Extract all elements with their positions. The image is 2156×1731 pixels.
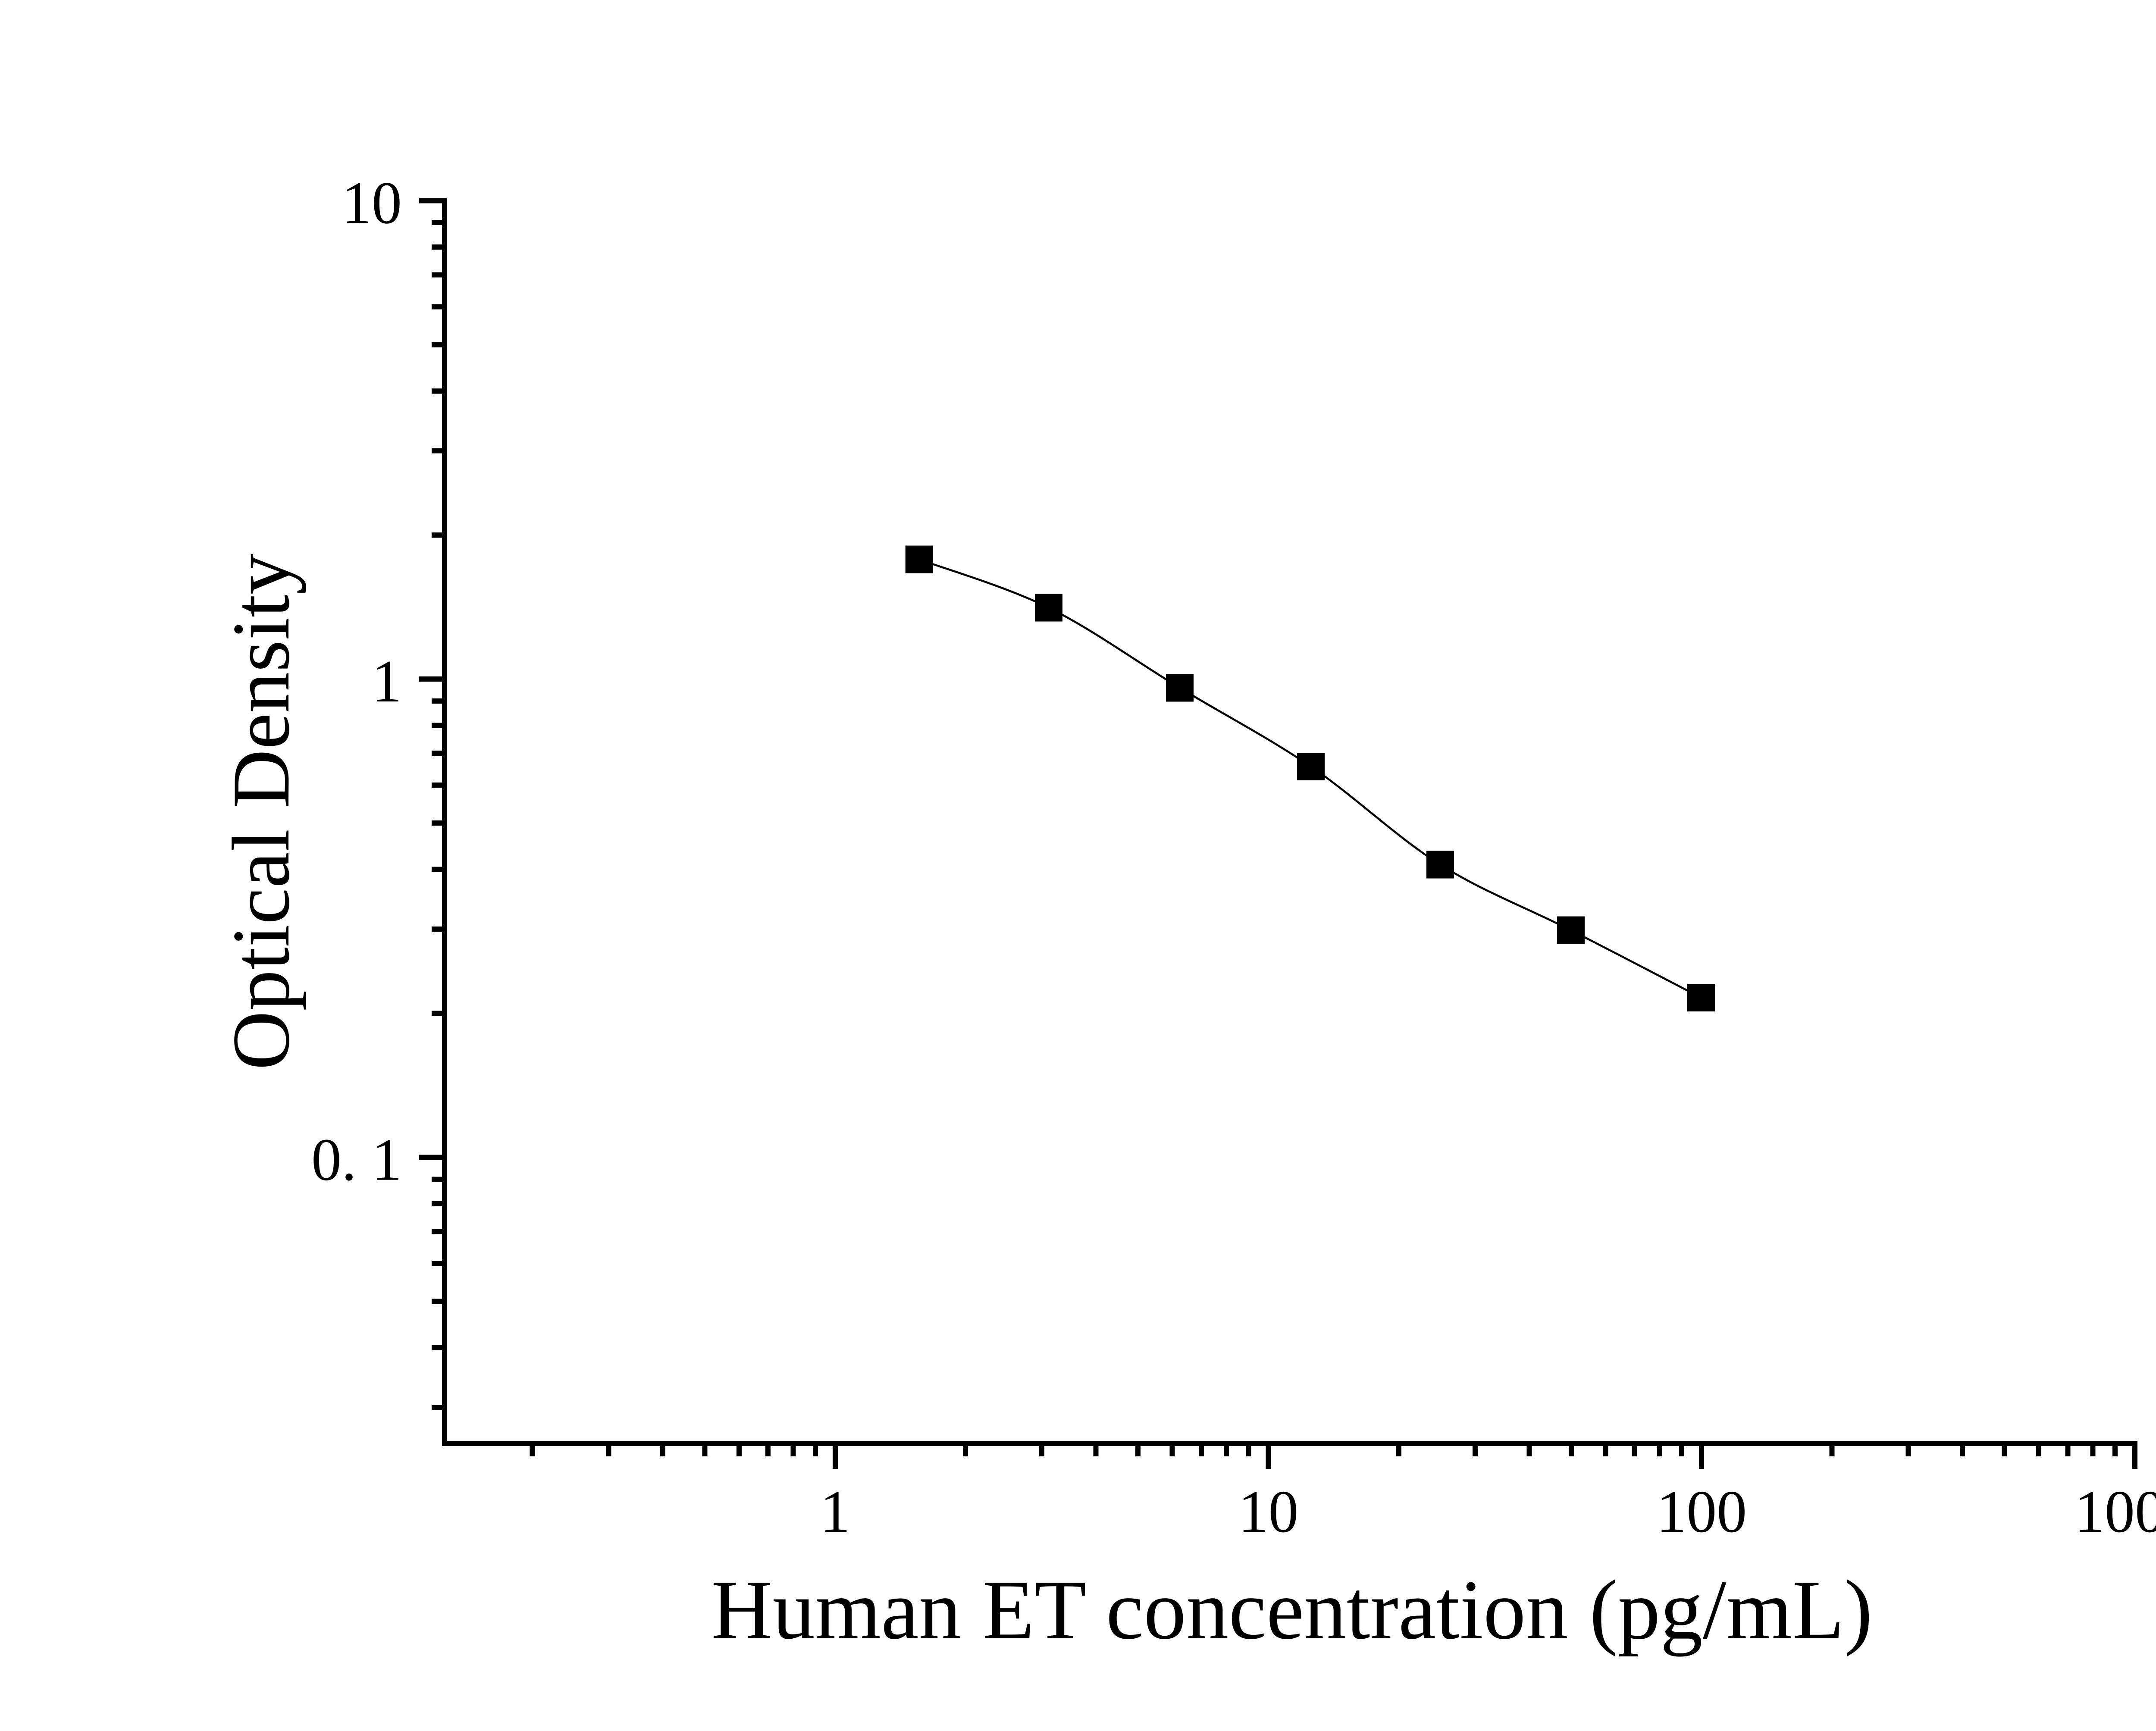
svg-text:10: 10 [1238,1478,1299,1545]
svg-text:1: 1 [820,1478,850,1545]
svg-text:0. 1: 0. 1 [311,1127,402,1193]
svg-text:Optical Density: Optical Density [216,554,307,1070]
svg-text:Human ET concentration (pg/mL): Human ET concentration (pg/mL) [711,1562,1872,1657]
svg-text:10: 10 [342,169,402,236]
svg-text:1: 1 [372,648,402,715]
svg-text:1000: 1000 [2075,1478,2156,1545]
svg-text:100: 100 [1656,1478,1747,1545]
